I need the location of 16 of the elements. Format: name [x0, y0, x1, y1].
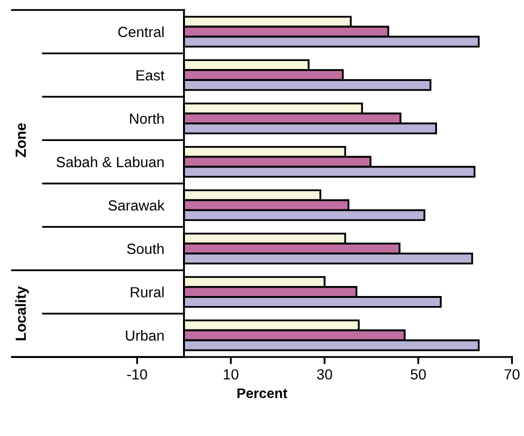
x-tick-label: 30: [317, 369, 332, 380]
x-tick-label: 50: [410, 369, 426, 380]
x-axis-title: Percent: [237, 388, 288, 398]
y-tick-label: Sabah & Labuan: [56, 156, 164, 168]
y-tick-label: South: [127, 243, 164, 254]
x-tick-label: 70: [504, 369, 520, 380]
x-tick-label: 10: [224, 369, 238, 380]
y-tick-label: Urban: [126, 330, 164, 341]
annotation: Zone: [16, 123, 26, 158]
x-tick-label: -10: [127, 369, 148, 380]
y-tick-label: Central: [118, 26, 164, 38]
y-tick-label: Sarawak: [108, 200, 165, 211]
y-tick-label: North: [130, 113, 164, 124]
annotation: Locality: [15, 286, 29, 340]
y-tick-label: Rural: [130, 286, 164, 298]
y-tick-label: East: [136, 70, 164, 80]
